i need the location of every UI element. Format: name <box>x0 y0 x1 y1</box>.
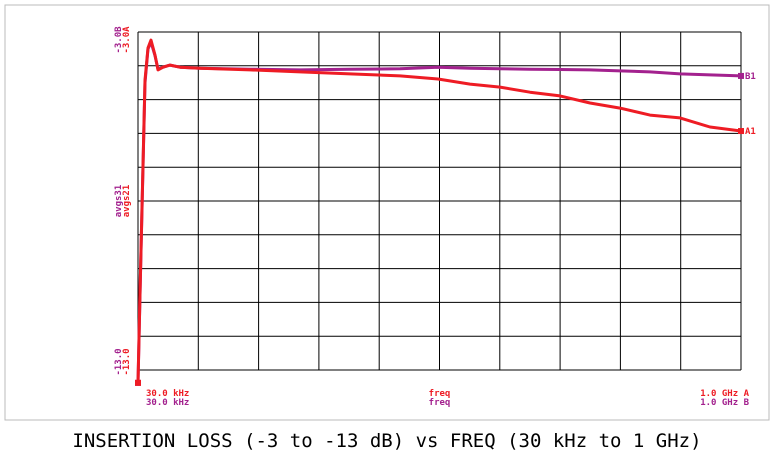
center-label: freq <box>429 389 451 399</box>
start-label: 30.0 kHz <box>146 398 189 408</box>
y-top-label: -3.0A <box>122 26 132 54</box>
end-marker <box>738 72 744 79</box>
start-marker <box>135 379 141 386</box>
center-label: freq <box>429 398 451 408</box>
end-marker <box>738 128 744 135</box>
legend-label: B1 <box>745 72 756 82</box>
y-bottom-label: -13.0 <box>122 348 132 375</box>
y-axis-label: avgs21 <box>122 185 132 218</box>
legend-label: A1 <box>745 127 756 137</box>
trace <box>136 38 742 383</box>
start-label: 30.0 kHz <box>146 389 189 399</box>
stop-label: 1.0 GHz A <box>700 389 749 399</box>
stop-label: 1.0 GHz B <box>700 398 749 408</box>
y-top-label: -3.0B <box>114 26 124 54</box>
frame <box>4 4 770 421</box>
y-bottom-label: -13.0 <box>114 348 124 375</box>
chart-title: INSERTION LOSS (-3 to -13 dB) vs FREQ (3… <box>72 430 701 452</box>
y-axis-label: avgs31 <box>114 185 124 218</box>
